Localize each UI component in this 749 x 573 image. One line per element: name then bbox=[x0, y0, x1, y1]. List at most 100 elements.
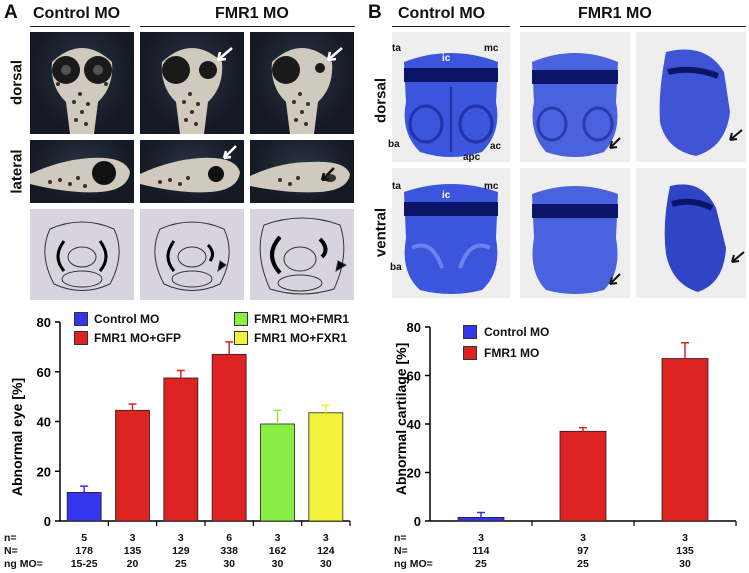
histology-fmr1-image-1 bbox=[140, 209, 244, 300]
legend-a-fmr1-label: FMR1 MO+FMR1 bbox=[254, 312, 350, 326]
label-ta-ventral: ta bbox=[392, 181, 401, 192]
table-a-cell-ng: 20 bbox=[126, 558, 139, 570]
label-ba-dorsal: ba bbox=[388, 139, 400, 150]
cartilage-dorsal-control-image bbox=[392, 32, 510, 162]
chart-b-ylabel: Abnormal cartilage [%] bbox=[393, 343, 409, 495]
histology-fmr1-image-2 bbox=[250, 209, 354, 300]
chart-b-ytick-label: 60 bbox=[407, 369, 421, 384]
label-ic-dorsal: ic bbox=[442, 53, 451, 64]
legend-a-control-label: Control MO bbox=[94, 312, 160, 326]
table-a-cell-N: 338 bbox=[220, 545, 238, 557]
legend-b-control-swatch bbox=[463, 325, 477, 339]
tadpole-dorsal-fmr1-image-2 bbox=[250, 32, 354, 134]
table-a-cell-ng: 25 bbox=[174, 558, 187, 570]
table-a-cell-n: 3 bbox=[177, 532, 184, 544]
chart-a-ytick-label: 80 bbox=[37, 315, 51, 330]
panel-b-header-fmr1: FMR1 MO bbox=[578, 5, 652, 22]
panel-a-header-control-line bbox=[30, 26, 130, 27]
chart-a-bar bbox=[308, 412, 344, 522]
legend-a-control-swatch bbox=[74, 312, 88, 326]
cartilage-dorsal-fmr1-image-1 bbox=[520, 32, 630, 162]
histology-control-image bbox=[30, 209, 134, 300]
chart-b-ytick-label: 20 bbox=[407, 466, 421, 481]
legend-a-gfp-swatch bbox=[74, 331, 88, 345]
panel-a-header-control: Control MO bbox=[33, 5, 121, 22]
label-ba-ventral: ba bbox=[390, 262, 402, 273]
legend-b-fmr1-swatch bbox=[463, 346, 477, 360]
panel-a-letter: A bbox=[4, 2, 18, 23]
cartilage-ventral-fmr1-image-1 bbox=[520, 168, 630, 298]
chart-a-ytick-label: 40 bbox=[37, 415, 51, 430]
label-mc-ventral: mc bbox=[484, 181, 499, 192]
table-a-cell-ng: 15-25 bbox=[70, 558, 98, 570]
table-b-cell-n: 3 bbox=[682, 532, 688, 544]
panel-b-header-control-line bbox=[392, 26, 510, 27]
panel-a-header-fmr1: FMR1 MO bbox=[215, 5, 289, 22]
panel-a-row-lateral: lateral bbox=[8, 149, 26, 194]
table-b-cell-N: 114 bbox=[472, 545, 490, 557]
chart-a-ytick-label: 0 bbox=[44, 514, 51, 529]
label-ac: ac bbox=[490, 141, 502, 152]
table-b-cell-N: 135 bbox=[676, 545, 694, 557]
table-a-cell-ng: 30 bbox=[223, 558, 235, 570]
legend-a-fxr1-swatch bbox=[234, 331, 248, 345]
table-b-cell-N: 97 bbox=[577, 545, 589, 557]
legend-a-fxr1-label: FMR1 MO+FXR1 bbox=[254, 331, 348, 345]
table-a-label-n: n= bbox=[4, 532, 17, 544]
table-a-cell-n: 5 bbox=[81, 532, 88, 544]
chart-b-bar bbox=[661, 358, 709, 522]
table-a-cell-N: 124 bbox=[317, 545, 335, 557]
panel-b-row-ventral: ventral bbox=[372, 207, 390, 258]
chart-b-ytick-label: 40 bbox=[407, 417, 421, 432]
chart-a: Abnormal eye [%] 0 20 40 60 80 bbox=[9, 315, 351, 529]
chart-b: Abnormal cartilage [%] 0 20 40 60 80 bbox=[393, 320, 737, 529]
panel-a-header-fmr1-line bbox=[140, 26, 355, 27]
panel-b-letter: B bbox=[368, 2, 382, 23]
label-ta-dorsal: ta bbox=[392, 43, 401, 54]
panel-a-row-dorsal: dorsal bbox=[8, 60, 26, 106]
table-b-label-ng: ng MO= bbox=[394, 558, 433, 570]
chart-a-bar bbox=[163, 377, 199, 522]
chart-a-ylabel: Abnormal eye [%] bbox=[9, 378, 25, 496]
tadpole-lateral-fmr1-image-2 bbox=[250, 140, 354, 203]
legend-b-fmr1-label: FMR1 MO bbox=[484, 346, 540, 360]
table-b-cell-ng: 25 bbox=[475, 558, 487, 570]
legend-a-fmr1-swatch bbox=[234, 312, 248, 326]
table-b-cell-ng: 30 bbox=[679, 558, 691, 570]
tadpole-dorsal-control-image bbox=[30, 32, 134, 134]
label-apc: apc bbox=[463, 152, 481, 163]
cartilage-dorsal-fmr1-image-2 bbox=[636, 32, 746, 162]
chart-a-bar bbox=[115, 409, 150, 522]
chart-b-ytick-label: 0 bbox=[414, 514, 421, 529]
tadpole-lateral-control-image bbox=[30, 140, 134, 203]
panel-b-header-fmr1-line bbox=[520, 26, 746, 27]
table-a-cell-ng: 30 bbox=[271, 558, 284, 570]
chart-a-bar bbox=[260, 423, 295, 522]
chart-b-ytick-label: 80 bbox=[407, 320, 421, 335]
table-a-cell-ng: 30 bbox=[319, 558, 332, 570]
tadpole-lateral-fmr1-image-1 bbox=[140, 140, 244, 203]
chart-a-ytick-label: 60 bbox=[37, 365, 51, 380]
tadpole-dorsal-fmr1-image-1 bbox=[140, 32, 244, 134]
table-b-cell-n: 3 bbox=[478, 532, 484, 544]
table-b-cell-n: 3 bbox=[580, 532, 586, 544]
table-a-cell-n: 3 bbox=[129, 532, 136, 544]
table-a-label-ng: ng MO= bbox=[4, 558, 43, 570]
label-mc-dorsal: mc bbox=[484, 43, 499, 54]
table-a-cell-n: 3 bbox=[274, 532, 281, 544]
panel-b-row-dorsal: dorsal bbox=[372, 78, 390, 124]
chart-a-bar bbox=[66, 491, 102, 522]
chart-a-ytick-label: 20 bbox=[37, 464, 51, 479]
cartilage-ventral-fmr1-image-2 bbox=[636, 168, 746, 298]
table-b-label-N: N= bbox=[394, 545, 408, 557]
legend-a-gfp-label: FMR1 MO+GFP bbox=[94, 331, 182, 345]
table-a-cell-N: 129 bbox=[172, 545, 190, 557]
table-a-cell-N: 135 bbox=[123, 545, 142, 557]
table-a-cell-n: 3 bbox=[322, 532, 329, 544]
table-a-cell-N: 162 bbox=[268, 545, 287, 557]
panel-b-header-control: Control MO bbox=[398, 5, 486, 22]
table-a-label-N: N= bbox=[4, 545, 18, 557]
table-a-cell-N: 178 bbox=[75, 545, 93, 557]
chart-b-bar bbox=[559, 430, 607, 522]
chart-a-bar bbox=[211, 353, 247, 522]
